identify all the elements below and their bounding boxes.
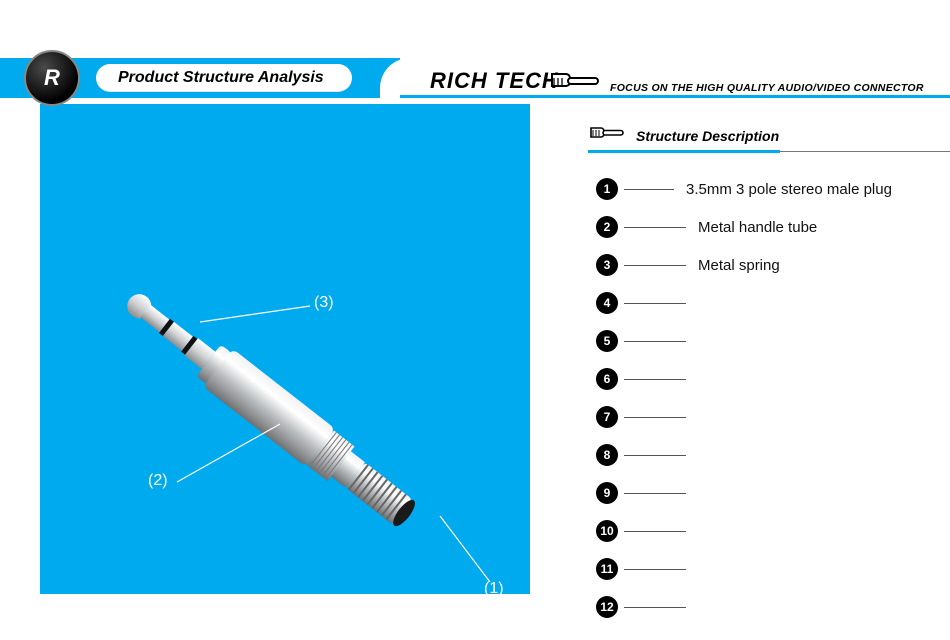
description-row: 5 — [596, 322, 950, 360]
description-row: 8 — [596, 436, 950, 474]
row-leader-line — [624, 379, 686, 380]
description-row: 12 — [596, 588, 950, 626]
row-number-badge: 2 — [596, 216, 618, 238]
section-title-pill: Product Structure Analysis — [96, 64, 352, 92]
description-header: Structure Description — [588, 120, 779, 151]
row-leader-line — [624, 341, 686, 342]
description-title: Structure Description — [636, 128, 779, 144]
connector-illustration — [40, 104, 530, 594]
description-row: 1 3.5mm 3 pole stereo male plug — [596, 170, 950, 208]
row-number-badge: 3 — [596, 254, 618, 276]
description-row: 6 — [596, 360, 950, 398]
row-number-badge: 11 — [596, 558, 618, 580]
description-list: 1 3.5mm 3 pole stereo male plug 2 Metal han… — [596, 170, 950, 626]
row-leader-line — [624, 569, 686, 570]
description-row: 3 Metal spring — [596, 246, 950, 284]
row-leader-line — [624, 189, 674, 190]
row-leader-line — [624, 531, 686, 532]
row-leader-line — [624, 607, 686, 608]
brand-wordmark: RICH TECH — [430, 68, 559, 94]
row-leader-line — [624, 455, 686, 456]
row-leader-line — [624, 493, 686, 494]
row-label: Metal handle tube — [698, 219, 817, 236]
row-number-badge: 10 — [596, 520, 618, 542]
row-number-badge: 9 — [596, 482, 618, 504]
description-row: 2 Metal handle tube — [596, 208, 950, 246]
pointing-hand-icon — [548, 64, 604, 101]
description-row: 11 — [596, 550, 950, 588]
row-number-badge: 6 — [596, 368, 618, 390]
description-rule-blue — [588, 150, 780, 153]
description-row: 4 — [596, 284, 950, 322]
row-label: Metal spring — [698, 257, 780, 274]
row-number-badge: 5 — [596, 330, 618, 352]
row-number-badge: 12 — [596, 596, 618, 618]
row-number-badge: 1 — [596, 178, 618, 200]
description-row: 10 — [596, 512, 950, 550]
product-image-panel: (3) (2) (1) — [40, 104, 530, 594]
row-leader-line — [624, 417, 686, 418]
callout-label-3: (3) — [314, 294, 334, 312]
row-leader-line — [624, 265, 686, 266]
callout-label-1: (1) — [484, 580, 504, 598]
description-row: 9 — [596, 474, 950, 512]
row-leader-line — [624, 227, 686, 228]
tagline-text: FOCUS ON THE HIGH QUALITY AUDIO/VIDEO CO… — [610, 82, 924, 94]
description-row: 7 — [596, 398, 950, 436]
section-title: Product Structure Analysis — [118, 69, 324, 87]
row-number-badge: 8 — [596, 444, 618, 466]
description-rule-gray — [780, 151, 950, 152]
pointing-hand-icon — [588, 120, 628, 151]
row-number-badge: 7 — [596, 406, 618, 428]
callout-label-2: (2) — [148, 472, 168, 490]
brand-logo: R — [24, 50, 80, 106]
row-leader-line — [624, 303, 686, 304]
row-number-badge: 4 — [596, 292, 618, 314]
brand-logo-glyph: R — [44, 65, 60, 91]
row-label: 3.5mm 3 pole stereo male plug — [686, 181, 892, 198]
